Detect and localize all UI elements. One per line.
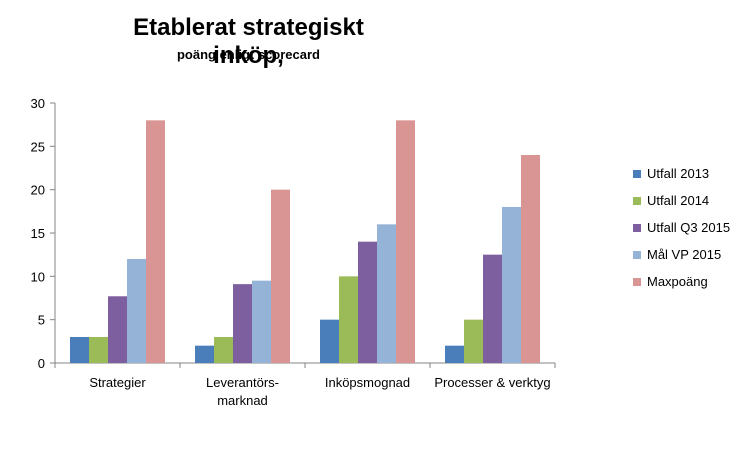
y-tick-label: 0 xyxy=(38,356,45,371)
legend-label: Maxpoäng xyxy=(647,274,708,289)
bar-1-3 xyxy=(464,319,483,363)
bar-4-0 xyxy=(146,120,165,363)
legend-swatch xyxy=(633,223,641,232)
chart-legend: Utfall 2013 Utfall 2014 Utfall Q3 2015 Mål … xyxy=(633,160,730,295)
bar-1-1 xyxy=(214,337,233,363)
y-tick-label: 10 xyxy=(31,269,45,284)
legend-label: Mål VP 2015 xyxy=(647,247,722,262)
bar-2-3 xyxy=(483,254,502,363)
legend-item-0: Utfall 2013 xyxy=(633,160,730,187)
legend-label: Utfall 2013 xyxy=(647,166,710,181)
legend-item-3: Mål VP 2015 xyxy=(633,241,730,268)
bar-3-1 xyxy=(252,280,271,363)
bar-4-3 xyxy=(521,155,540,363)
y-tick-label: 30 xyxy=(31,96,45,111)
bar-3-0 xyxy=(127,259,146,363)
x-category-label: Strategier xyxy=(89,375,146,390)
bar-1-2 xyxy=(339,276,358,363)
legend-label: Utfall 2014 xyxy=(647,193,710,208)
bar-1-0 xyxy=(89,337,108,363)
legend-swatch xyxy=(633,196,641,205)
legend-item-1: Utfall 2014 xyxy=(633,187,730,214)
bar-4-1 xyxy=(271,189,290,363)
x-category-label: Processer & verktyg xyxy=(434,375,550,390)
bar-2-2 xyxy=(358,241,377,363)
legend-swatch xyxy=(633,250,641,259)
legend-swatch xyxy=(633,169,641,178)
legend-swatch xyxy=(633,277,641,286)
y-tick-label: 5 xyxy=(38,313,45,328)
legend-label: Utfall Q3 2015 xyxy=(647,220,731,235)
bar-0-3 xyxy=(445,345,464,363)
x-category-label: Inköpsmognad xyxy=(325,375,410,390)
chart-subtitle: poäng enligt scorecard xyxy=(176,47,321,62)
bar-3-2 xyxy=(377,224,396,363)
legend-item-4: Maxpoäng xyxy=(633,268,730,295)
bar-3-3 xyxy=(502,207,521,363)
x-category-label: Leverantörs-marknad xyxy=(206,375,279,408)
bar-4-2 xyxy=(396,120,415,363)
bar-0-2 xyxy=(320,319,339,363)
bar-2-0 xyxy=(108,296,127,363)
legend-item-2: Utfall Q3 2015 xyxy=(633,214,730,241)
y-tick-label: 15 xyxy=(31,226,45,241)
bar-2-1 xyxy=(233,284,252,363)
chart-title: Etablerat strategiskt inköp, xyxy=(133,14,364,69)
bar-0-1 xyxy=(195,345,214,363)
y-tick-label: 25 xyxy=(31,139,45,154)
y-tick-label: 20 xyxy=(31,183,45,198)
bar-0-0 xyxy=(70,337,89,363)
